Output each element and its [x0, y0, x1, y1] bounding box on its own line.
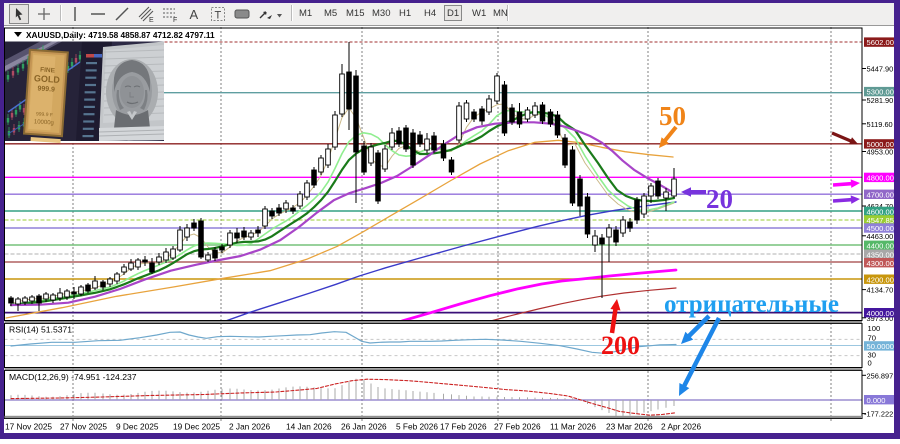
svg-text:19 Dec 2025: 19 Dec 2025: [173, 422, 220, 432]
svg-text:5119.60: 5119.60: [867, 120, 893, 129]
svg-text:0.000: 0.000: [867, 396, 886, 405]
svg-text:100: 100: [868, 324, 881, 333]
svg-text:A: A: [190, 7, 199, 22]
svg-text:E: E: [149, 17, 154, 23]
svg-text:2 Apr 2026: 2 Apr 2026: [661, 422, 702, 432]
svg-text:4200.00: 4200.00: [867, 275, 894, 284]
svg-text:-177.222: -177.222: [864, 410, 893, 419]
svg-text:14 Jan 2026: 14 Jan 2026: [286, 422, 332, 432]
svg-text:5 Feb 2026: 5 Feb 2026: [396, 422, 438, 432]
svg-text:5281.90: 5281.90: [867, 96, 894, 105]
svg-text:4800.00: 4800.00: [867, 174, 894, 183]
svg-text:23 Mar 2026: 23 Mar 2026: [606, 422, 653, 432]
svg-text:256.897: 256.897: [867, 371, 894, 380]
svg-text:4700.00: 4700.00: [867, 190, 894, 199]
svg-text:2 Jan 2026: 2 Jan 2026: [229, 422, 270, 432]
svg-text:5602.00: 5602.00: [867, 38, 894, 47]
svg-text:4400.00: 4400.00: [867, 241, 894, 250]
svg-text:9 Dec 2025: 9 Dec 2025: [116, 422, 159, 432]
svg-text:отрицательные: отрицательные: [664, 291, 839, 318]
svg-text:999.9 F: 999.9 F: [36, 111, 53, 118]
svg-text:XAUUSD,Daily: 4719.58 4858.87: XAUUSD,Daily: 4719.58 4858.87 4712.82 47…: [26, 30, 215, 40]
svg-text:50: 50: [659, 101, 686, 131]
svg-text:MACD(12,26,9) -74.951 -124.237: MACD(12,26,9) -74.951 -124.237: [9, 372, 137, 382]
svg-text:5300.00: 5300.00: [867, 88, 894, 97]
svg-text:17 Nov 2025: 17 Nov 2025: [5, 422, 52, 432]
svg-text:26 Jan 2026: 26 Jan 2026: [341, 422, 387, 432]
svg-text:27 Nov 2025: 27 Nov 2025: [60, 422, 107, 432]
svg-text:0: 0: [868, 359, 872, 368]
svg-text:27 Feb 2026: 27 Feb 2026: [494, 422, 541, 432]
svg-text:RSI(14) 51.5371: RSI(14) 51.5371: [9, 325, 72, 335]
svg-text:17 Feb 2026: 17 Feb 2026: [440, 422, 487, 432]
svg-text:999.9: 999.9: [37, 85, 55, 93]
svg-text:200: 200: [601, 331, 640, 360]
svg-text:F: F: [173, 17, 177, 23]
svg-text:4134.70: 4134.70: [867, 286, 894, 295]
svg-text:4463.00: 4463.00: [867, 232, 894, 241]
svg-text:4500.00: 4500.00: [867, 224, 894, 233]
svg-text:20: 20: [706, 184, 733, 214]
svg-text:4300.00: 4300.00: [867, 259, 894, 268]
svg-text:5447.90: 5447.90: [867, 65, 894, 74]
svg-text:GOLD: GOLD: [34, 73, 61, 85]
svg-text:5000.00: 5000.00: [867, 140, 894, 149]
svg-text:T: T: [215, 9, 222, 21]
svg-text:4000.00: 4000.00: [867, 309, 894, 318]
svg-text:11 Mar 2026: 11 Mar 2026: [550, 422, 596, 432]
